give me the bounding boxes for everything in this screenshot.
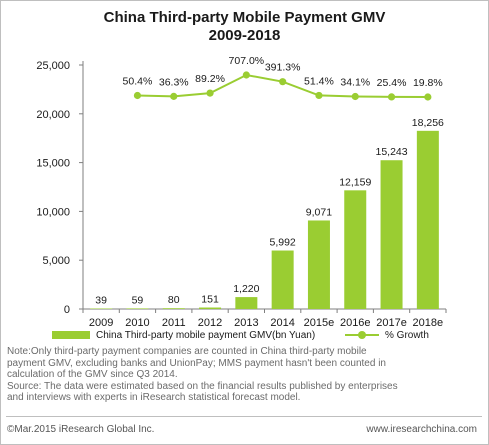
note-line: Note:Only third-party payment companies … xyxy=(7,346,367,357)
growth-point xyxy=(424,93,432,101)
chart-note: Note:Only third-party payment companies … xyxy=(7,346,483,404)
bar-value-label: 151 xyxy=(201,294,219,306)
note-line: payment GMV, excluding banks and UnionPa… xyxy=(7,357,386,369)
bar-value-label: 9,071 xyxy=(306,206,332,218)
bar-value-label: 18,256 xyxy=(412,117,444,129)
bar xyxy=(199,307,222,309)
growth-value-label: 89.2% xyxy=(195,73,225,85)
chart-title: China Third-party Mobile Payment GMV xyxy=(103,9,386,26)
growth-value-label: 34.1% xyxy=(340,76,370,88)
growth-value-label: 25.4% xyxy=(377,77,407,89)
bar xyxy=(90,308,113,309)
growth-value-label: 707.0% xyxy=(229,55,265,67)
chart-subtitle: 2009-2018 xyxy=(208,27,281,44)
bar xyxy=(416,130,439,309)
growth-point xyxy=(242,71,250,79)
x-tick-label: 2017e xyxy=(376,317,407,329)
y-tick-label: 25,000 xyxy=(36,60,70,72)
bar xyxy=(307,220,330,309)
growth-value-label: 19.8% xyxy=(413,77,443,89)
bar-value-label: 39 xyxy=(95,295,107,307)
growth-point xyxy=(315,91,323,100)
legend-line-swatch xyxy=(345,331,379,339)
legend-item-growth: % Growth xyxy=(345,327,429,343)
x-tick-label: 2016e xyxy=(340,317,371,329)
y-tick-label: 20,000 xyxy=(36,109,70,121)
bar-value-label: 15,243 xyxy=(375,146,407,158)
x-tick-label: 2009 xyxy=(89,317,113,329)
growth-value-label: 51.4% xyxy=(304,75,334,87)
y-tick-label: 15,000 xyxy=(36,158,70,170)
growth-value-label: 391.3% xyxy=(265,62,301,74)
website-link[interactable]: www.iresearchchina.com xyxy=(366,424,477,435)
note-line: Source: The data were estimated based on… xyxy=(7,380,398,392)
bar-value-label: 80 xyxy=(168,294,180,306)
bar xyxy=(344,190,367,309)
x-tick-label: 2018e xyxy=(413,317,444,329)
x-tick-label: 2013 xyxy=(234,317,258,329)
bar-value-label: 1,220 xyxy=(233,283,259,295)
x-tick-label: 2012 xyxy=(198,317,222,329)
bar xyxy=(162,308,185,309)
note-line: and interviews with experts in iResearch… xyxy=(7,392,301,404)
x-tick-label: 2015e xyxy=(304,317,335,329)
growth-point xyxy=(170,92,178,100)
bar xyxy=(271,250,294,309)
bar-value-label: 12,159 xyxy=(339,176,371,188)
copyright-text: ©Mar.2015 iResearch Global Inc. xyxy=(7,424,155,435)
bar xyxy=(126,308,149,309)
note-line: calculation of the GMV since Q3 2014. xyxy=(7,369,178,381)
y-tick-label: 10,000 xyxy=(36,206,70,218)
growth-point xyxy=(351,92,359,101)
bar-value-label: 59 xyxy=(132,294,144,306)
legend-item-gmv: China Third-party mobile payment GMV(bn … xyxy=(52,327,315,343)
growth-value-label: 50.4% xyxy=(123,75,153,87)
growth-point xyxy=(387,93,396,101)
growth-point xyxy=(133,91,142,100)
y-tick-label: 5,000 xyxy=(42,255,70,267)
legend-bar-swatch xyxy=(52,331,90,339)
bar-value-label: 5,992 xyxy=(270,237,296,249)
legend-label-growth: % Growth xyxy=(385,329,429,341)
legend-label-gmv: China Third-party mobile payment GMV(bn … xyxy=(96,329,316,341)
growth-value-label: 36.3% xyxy=(159,76,189,88)
growth-point xyxy=(279,78,287,86)
x-tick-label: 2011 xyxy=(162,317,186,329)
x-tick-label: 2010 xyxy=(125,317,149,329)
y-tick-label: 0 xyxy=(64,304,70,316)
footer-divider xyxy=(6,416,482,417)
chart-plot: 0 5,000 10,000 15,000 20,000 25,000 39 2009 59 20… xyxy=(36,55,447,329)
growth-point xyxy=(206,89,214,97)
bar xyxy=(235,297,258,309)
x-tick-label: 2014 xyxy=(270,317,294,329)
bar xyxy=(380,160,403,309)
